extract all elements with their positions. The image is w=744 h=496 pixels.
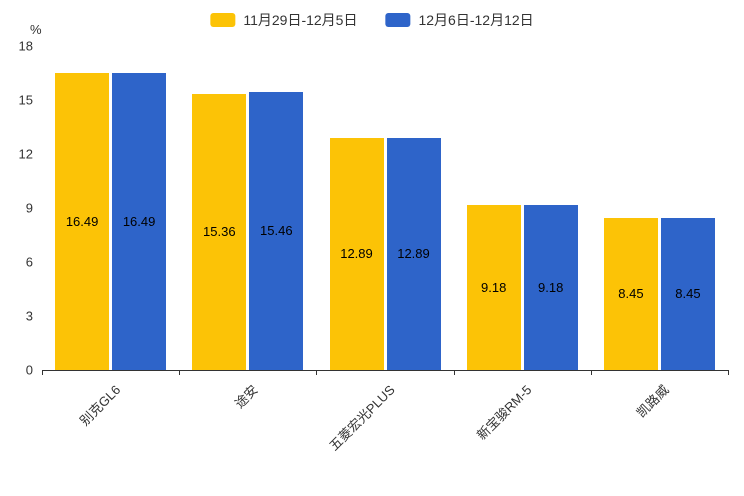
bar-series-1[interactable]: 16.49 — [55, 73, 110, 370]
bar-series-2[interactable]: 15.46 — [249, 91, 304, 370]
bar-series-2[interactable]: 12.89 — [386, 137, 441, 370]
y-axis-tick-label: 18 — [18, 38, 33, 54]
legend-swatch-week1 — [210, 13, 236, 27]
x-axis-tick — [316, 370, 318, 375]
y-axis-unit-label: % — [30, 22, 42, 37]
legend-item-week1[interactable]: 11月29日-12月5日 — [210, 10, 357, 30]
legend: 11月29日-12月5日 12月6日-12月12日 — [210, 10, 534, 30]
plot-area: 16.49 16.49 别克GL6 15.36 15.46 途安 12.89 12.89 五菱宏… — [19, 39, 729, 454]
bar-group: 8.45 8.45 凯路威 — [591, 46, 728, 420]
bar-groups: 16.49 16.49 别克GL6 15.36 15.46 途安 12.89 12.89 五菱宏… — [42, 46, 728, 454]
bar-series-2[interactable]: 9.18 — [523, 204, 578, 370]
bar-value-label: 8.45 — [618, 286, 644, 302]
y-axis-tick-label: 9 — [25, 200, 33, 216]
bar-group: 16.49 16.49 别克GL6 — [42, 46, 179, 428]
x-axis-category-label: 凯路威 — [633, 382, 673, 421]
bar-series-2[interactable]: 8.45 — [660, 217, 715, 370]
bar-group: 12.89 12.89 五菱宏光PLUS — [316, 46, 453, 454]
bar-series-1[interactable]: 8.45 — [603, 217, 658, 370]
x-axis-tick — [453, 370, 455, 375]
bar-group: 15.36 15.46 途安 — [179, 46, 316, 411]
legend-label-week2: 12月6日-12月12日 — [418, 12, 534, 28]
bar-value-label: 12.89 — [340, 246, 373, 262]
x-axis-tick — [728, 370, 729, 375]
bar-value-label: 9.18 — [538, 279, 564, 295]
x-axis-line — [42, 370, 728, 371]
x-axis-tick — [42, 370, 43, 375]
bar-value-label: 9.18 — [481, 279, 507, 295]
bar-value-label: 15.36 — [203, 224, 236, 240]
y-axis-tick-label: 0 — [25, 362, 33, 378]
y-axis-tick-label: 12 — [18, 146, 33, 162]
legend-label-week1: 11月29日-12月5日 — [243, 12, 358, 28]
y-axis-tick-label: 15 — [18, 92, 33, 108]
x-axis-category-label: 新宝骏RM-5 — [474, 382, 535, 443]
bar-group: 9.18 9.18 新宝骏RM-5 — [454, 46, 591, 443]
legend-item-week2[interactable]: 12月6日-12月12日 — [385, 10, 534, 30]
x-axis-tick — [590, 370, 592, 375]
bar-series-1[interactable]: 9.18 — [466, 204, 521, 370]
bar-series-1[interactable]: 12.89 — [329, 137, 384, 370]
x-axis-category-label: 五菱宏光PLUS — [326, 382, 398, 454]
bar-series-1[interactable]: 15.36 — [192, 93, 247, 370]
x-axis-tick — [179, 370, 181, 375]
bar-value-label: 16.49 — [65, 214, 99, 230]
bar-series-2[interactable]: 16.49 — [112, 73, 167, 370]
bar-value-label: 15.46 — [260, 223, 293, 239]
x-axis-category-label: 途安 — [231, 382, 261, 412]
y-axis-tick-label: 3 — [25, 308, 33, 324]
legend-swatch-week2 — [385, 13, 411, 27]
x-axis-category-label: 别克GL6 — [76, 382, 124, 429]
bar-value-label: 8.45 — [675, 286, 701, 302]
bar-value-label: 12.89 — [397, 246, 430, 262]
y-axis-tick-label: 6 — [25, 254, 33, 270]
bar-value-label: 16.49 — [122, 214, 156, 230]
